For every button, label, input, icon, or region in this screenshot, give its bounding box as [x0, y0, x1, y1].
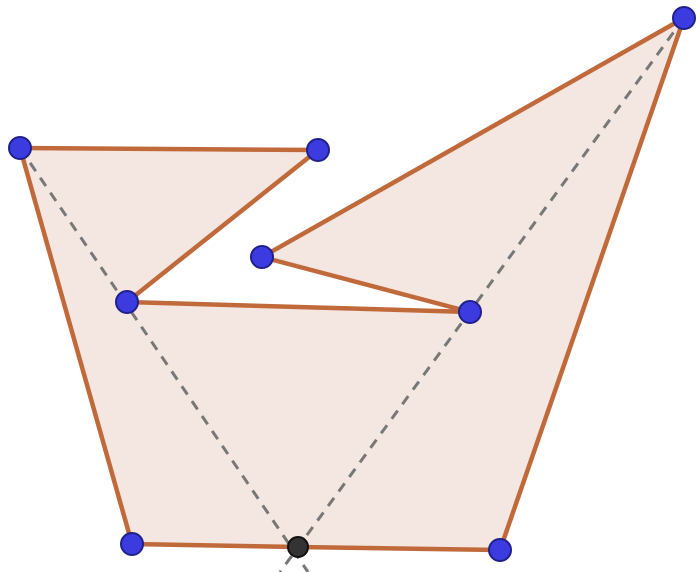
- polygon-edge: [259, 15, 687, 260]
- vertex-point[interactable]: [458, 300, 482, 324]
- vertex-point[interactable]: [672, 6, 696, 30]
- vertex-point[interactable]: [250, 245, 274, 269]
- polygon-edge: [259, 254, 473, 315]
- vertex-point[interactable]: [488, 538, 512, 562]
- vertex-point[interactable]: [115, 290, 139, 314]
- polygon-edge: [124, 147, 321, 305]
- vertex-point[interactable]: [8, 136, 32, 160]
- polygon-edge: [17, 145, 321, 153]
- polygon-edge: [295, 544, 503, 553]
- intersection-point[interactable]: [287, 536, 309, 558]
- polygon-region: [20, 18, 684, 550]
- vertex-point[interactable]: [120, 532, 144, 556]
- guide-line-left: [18, 147, 310, 572]
- polygon-edge: [497, 15, 687, 553]
- polygon-edge: [124, 299, 473, 315]
- polygon-edge: [129, 541, 301, 550]
- guide-line-right: [278, 17, 686, 572]
- polygon-edge: [17, 145, 135, 547]
- vertex-point[interactable]: [306, 138, 330, 162]
